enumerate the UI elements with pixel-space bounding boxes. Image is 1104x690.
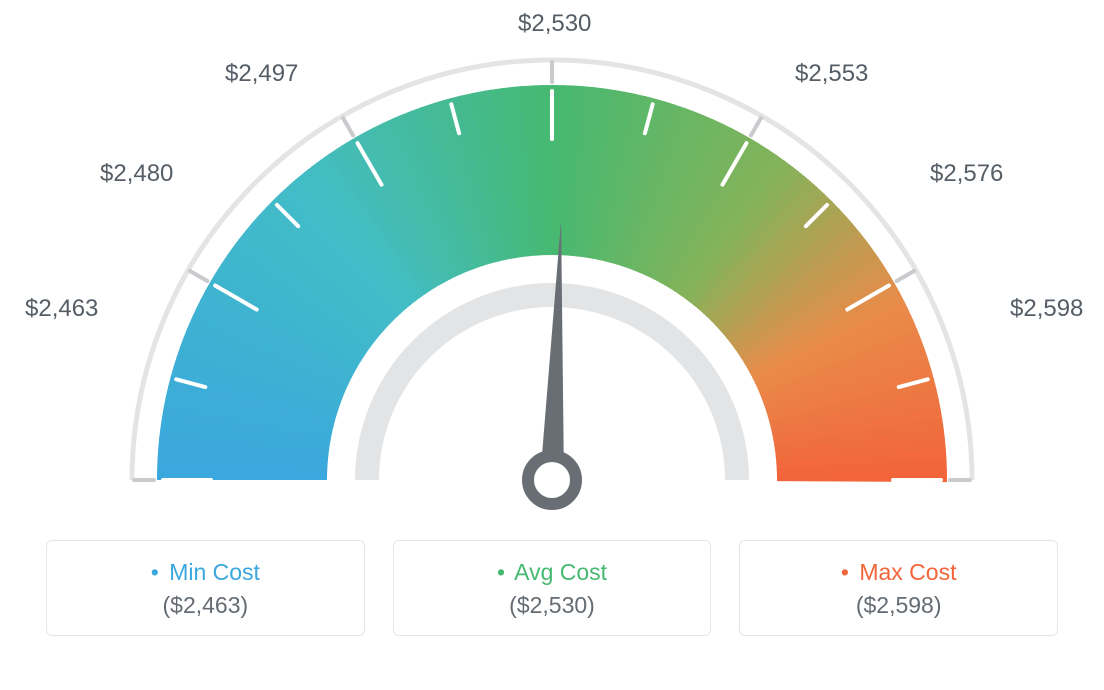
gauge-tick-label: $2,576 bbox=[930, 160, 1003, 188]
max-cost-value: ($2,598) bbox=[740, 592, 1057, 619]
max-cost-label: Max Cost bbox=[859, 559, 956, 585]
min-cost-title: • Min Cost bbox=[47, 559, 364, 586]
gauge-tick-label: $2,553 bbox=[795, 60, 868, 88]
gauge-chart bbox=[82, 30, 1022, 520]
avg-cost-value: ($2,530) bbox=[394, 592, 711, 619]
gauge-tick-label: $2,530 bbox=[518, 10, 591, 38]
avg-cost-card: • Avg Cost ($2,530) bbox=[393, 540, 712, 636]
avg-cost-label: Avg Cost bbox=[514, 559, 607, 585]
gauge-tick-label: $2,480 bbox=[100, 160, 173, 188]
min-cost-card: • Min Cost ($2,463) bbox=[46, 540, 365, 636]
avg-cost-title: • Avg Cost bbox=[394, 559, 711, 586]
max-cost-card: • Max Cost ($2,598) bbox=[739, 540, 1058, 636]
gauge-container: $2,463 $2,480 $2,497 $2,530 $2,553 $2,576 $2,5… bbox=[0, 0, 1104, 530]
bullet-icon: • bbox=[151, 559, 159, 585]
gauge-tick-label: $2,598 bbox=[1010, 295, 1083, 323]
bullet-icon: • bbox=[841, 559, 849, 585]
gauge-tick-label: $2,463 bbox=[25, 295, 98, 323]
max-cost-title: • Max Cost bbox=[740, 559, 1057, 586]
gauge-tick-label: $2,497 bbox=[225, 60, 298, 88]
bullet-icon: • bbox=[497, 559, 505, 585]
min-cost-label: Min Cost bbox=[169, 559, 260, 585]
min-cost-value: ($2,463) bbox=[47, 592, 364, 619]
cost-cards: • Min Cost ($2,463) • Avg Cost ($2,530) … bbox=[0, 540, 1104, 636]
